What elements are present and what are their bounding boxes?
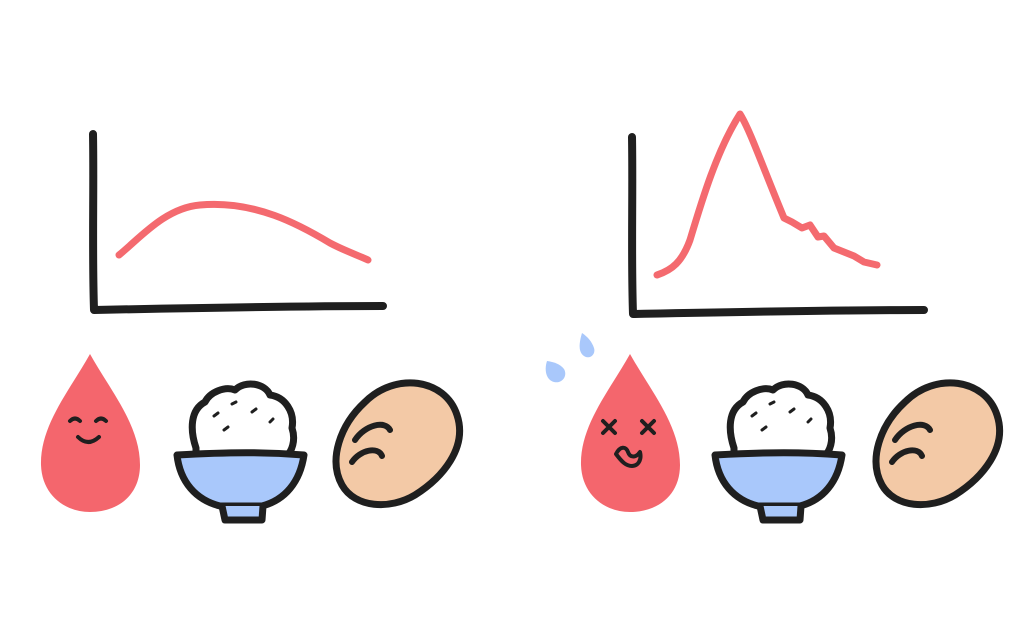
blood-drop-icon xyxy=(580,354,680,512)
chart-axes xyxy=(628,133,928,318)
smiling-face-icon xyxy=(68,416,108,444)
blood-sugar-curve xyxy=(653,110,881,279)
panel-sharp-spike-drawing xyxy=(545,110,1004,524)
bread-icon xyxy=(872,379,1004,509)
sweat-drops-icon xyxy=(545,333,595,383)
rice-bowl-icon xyxy=(711,380,846,524)
panel-gentle-rise xyxy=(40,130,464,524)
panel-sharp-spike xyxy=(512,0,1024,634)
chart-axes xyxy=(89,130,387,314)
blood-drop-icon xyxy=(40,354,140,512)
panel-gentle-rise-drawing xyxy=(40,130,464,524)
blood-sugar-curve xyxy=(115,200,372,264)
dizzy-face-icon xyxy=(601,419,656,468)
rice-bowl-icon xyxy=(173,380,308,524)
bread-icon xyxy=(332,379,464,509)
